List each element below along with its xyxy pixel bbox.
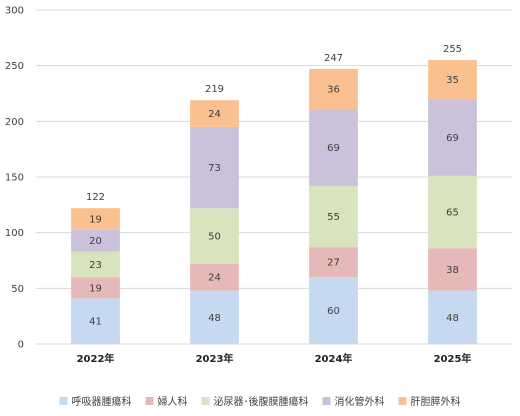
data-label: 24 — [208, 109, 221, 120]
data-label: 19 — [89, 283, 102, 294]
bar-segment — [309, 247, 358, 278]
data-label: 20 — [89, 236, 102, 247]
bar-segment — [428, 290, 477, 344]
data-label: 65 — [446, 208, 459, 219]
legend-label: 消化管外科 — [335, 395, 385, 408]
bar-segment — [309, 109, 358, 186]
data-label: 69 — [327, 143, 340, 154]
data-label: 35 — [446, 75, 459, 86]
y-tick-label: 250 — [5, 61, 24, 72]
y-tick-label: 50 — [11, 284, 24, 295]
legend-label: 泌尿器･後腹膜腫瘍科 — [214, 395, 309, 408]
total-label: 122 — [86, 192, 105, 203]
legend-swatch — [59, 397, 68, 405]
legend-label: 呼吸器腫瘍科 — [72, 395, 132, 408]
y-tick-label: 100 — [5, 228, 24, 239]
y-tick-label: 0 — [18, 340, 24, 351]
x-tick-label: 2022年 — [77, 352, 115, 365]
data-label: 38 — [446, 265, 459, 276]
bar-segment — [190, 290, 239, 344]
bars: 41 19 23 20 19 122 48 24 50 73 24 219 60 27 55 69 36 247 4… — [71, 44, 477, 344]
x-tick-label: 2023年 — [196, 352, 234, 365]
data-label: 41 — [89, 317, 102, 328]
legend-label: 婦人科 — [158, 395, 188, 408]
bar-segment — [71, 251, 120, 278]
total-label: 247 — [324, 53, 343, 64]
bar-segment — [309, 277, 358, 344]
x-tick-label: 2025年 — [434, 352, 472, 365]
bar-segment — [428, 60, 477, 100]
bar-segment — [309, 185, 358, 248]
data-label: 55 — [327, 212, 340, 223]
bar-segment — [71, 208, 120, 230]
y-axis-ticks: 0 50 100 150 200 250 300 — [5, 6, 24, 351]
bar-segment — [190, 208, 239, 264]
legend-label: 肝胆膵外科 — [411, 395, 461, 408]
data-label: 36 — [327, 85, 340, 96]
y-tick-label: 200 — [5, 117, 24, 128]
total-label: 255 — [443, 44, 462, 55]
bar-segment — [309, 69, 358, 110]
y-tick-label: 150 — [5, 173, 24, 184]
data-label: 23 — [89, 260, 102, 271]
legend-swatch — [201, 397, 210, 405]
data-label: 69 — [446, 133, 459, 144]
bar-segment — [71, 229, 120, 252]
bar-segment — [428, 175, 477, 249]
data-label: 19 — [89, 214, 102, 225]
data-label: 48 — [446, 313, 459, 324]
data-label: 60 — [327, 306, 340, 317]
bar-segment — [71, 277, 120, 299]
legend-swatch — [398, 397, 407, 405]
bar-segment — [190, 100, 239, 127]
x-tick-label: 2024年 — [315, 352, 353, 365]
x-axis-labels: 2022年 2023年 2024年 2025年 — [77, 352, 472, 365]
legend-swatch — [145, 397, 154, 405]
bar-segment — [428, 248, 477, 291]
bar-segment — [428, 99, 477, 176]
bar-segment — [71, 298, 120, 344]
legend-swatch — [322, 397, 331, 405]
data-label: 48 — [208, 313, 221, 324]
data-label: 50 — [208, 232, 221, 243]
bar-segment — [190, 263, 239, 291]
data-label: 27 — [327, 258, 340, 269]
bar-segment — [190, 126, 239, 209]
legend: 呼吸器腫瘍科 婦人科 泌尿器･後腹膜腫瘍科 消化管外科 肝胆膵外科 — [59, 395, 461, 408]
y-tick-label: 300 — [5, 6, 24, 17]
total-label: 219 — [205, 84, 224, 95]
data-label: 24 — [208, 273, 221, 284]
data-label: 73 — [208, 163, 221, 174]
